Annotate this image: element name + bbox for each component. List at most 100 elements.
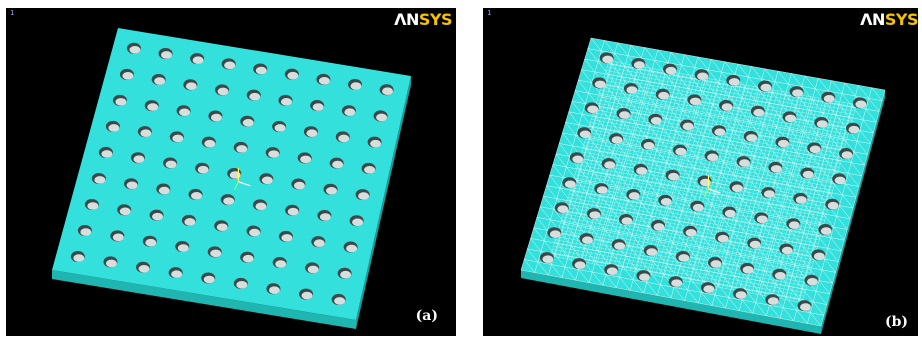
hole [158,47,173,59]
hole [772,268,787,280]
hole [683,225,698,237]
hole [711,125,726,137]
hole [611,239,626,251]
plate-geometry-view [52,28,411,329]
hole [240,251,255,263]
hole [554,202,569,214]
hole [754,212,769,224]
hole [163,157,178,169]
hole [825,198,840,210]
hole [655,88,670,100]
hole [601,158,616,170]
plate-mesh-view [520,37,886,334]
axis-triad [233,167,251,191]
hole [188,188,203,200]
hole [201,272,216,284]
hole [609,133,624,145]
hole [675,250,690,262]
hole [818,224,833,236]
hole [91,172,106,184]
hole [623,83,638,95]
hole [190,53,205,65]
ansys-logo: ΛNSYS [394,10,452,29]
panel-caption-b: (b) [884,314,908,330]
hole [572,258,587,270]
hole [149,209,164,221]
hole [142,235,157,247]
hole [98,146,113,158]
hole [84,198,99,210]
hole [708,256,723,268]
hole [126,42,141,54]
hole [779,243,794,255]
hole [814,117,829,129]
hole [117,204,132,216]
plate-right-face [821,90,885,334]
hole [349,215,364,227]
window-number: 1 [487,9,492,17]
hole [303,126,318,138]
hole [845,122,860,134]
hole [832,173,847,185]
hole [278,230,293,242]
hole [285,204,300,216]
hole [775,136,790,148]
hole [379,84,394,96]
hole [246,89,261,101]
hole [343,241,358,253]
hole [207,246,222,258]
hole [626,188,641,200]
hole [176,105,191,117]
hole [599,52,614,64]
hole [266,283,281,295]
axis-triad [703,175,721,198]
hole [151,74,166,86]
hole [584,102,599,114]
hole [265,147,280,159]
hole [335,131,350,143]
hole [636,270,651,282]
hole [291,178,306,190]
hole [252,199,267,211]
hole [144,100,159,112]
hole [821,91,836,103]
hole [136,261,151,273]
hole [317,209,332,221]
hole [663,63,678,75]
hole [697,175,712,187]
hole [240,115,255,127]
hole [793,192,808,204]
hole [110,230,125,242]
hole [616,108,631,120]
hole [272,257,287,269]
hole [539,252,554,264]
hole [680,119,695,131]
hole [811,249,826,261]
hole [227,168,242,179]
hole [618,214,633,226]
hole [562,177,577,189]
hole [329,157,344,169]
hole [233,277,248,289]
hole [807,142,822,154]
hole [119,68,134,80]
hole [175,241,190,253]
plate-right-face [356,76,411,329]
hole [797,300,812,312]
hole [316,73,331,85]
hole [105,120,120,132]
hole [579,233,594,245]
hole [305,262,320,274]
hole [640,138,655,150]
hole [278,94,293,106]
hole [761,187,776,199]
hole [789,86,804,98]
hole [768,161,783,173]
hole [743,130,758,142]
hole [665,169,680,181]
hole [633,163,648,175]
hole [77,225,92,237]
hole [719,100,734,112]
hole [169,131,184,143]
hole [631,58,646,70]
